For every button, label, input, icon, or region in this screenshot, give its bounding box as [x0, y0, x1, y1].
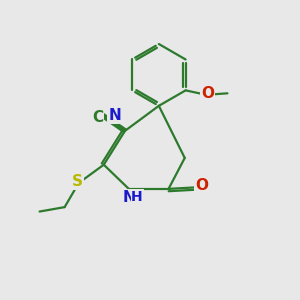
Text: N: N: [108, 108, 121, 123]
Text: S: S: [72, 174, 83, 189]
Text: O: O: [195, 178, 208, 194]
Text: C: C: [92, 110, 104, 125]
Text: O: O: [201, 86, 214, 101]
Text: H: H: [131, 190, 143, 204]
Text: N: N: [123, 190, 136, 205]
